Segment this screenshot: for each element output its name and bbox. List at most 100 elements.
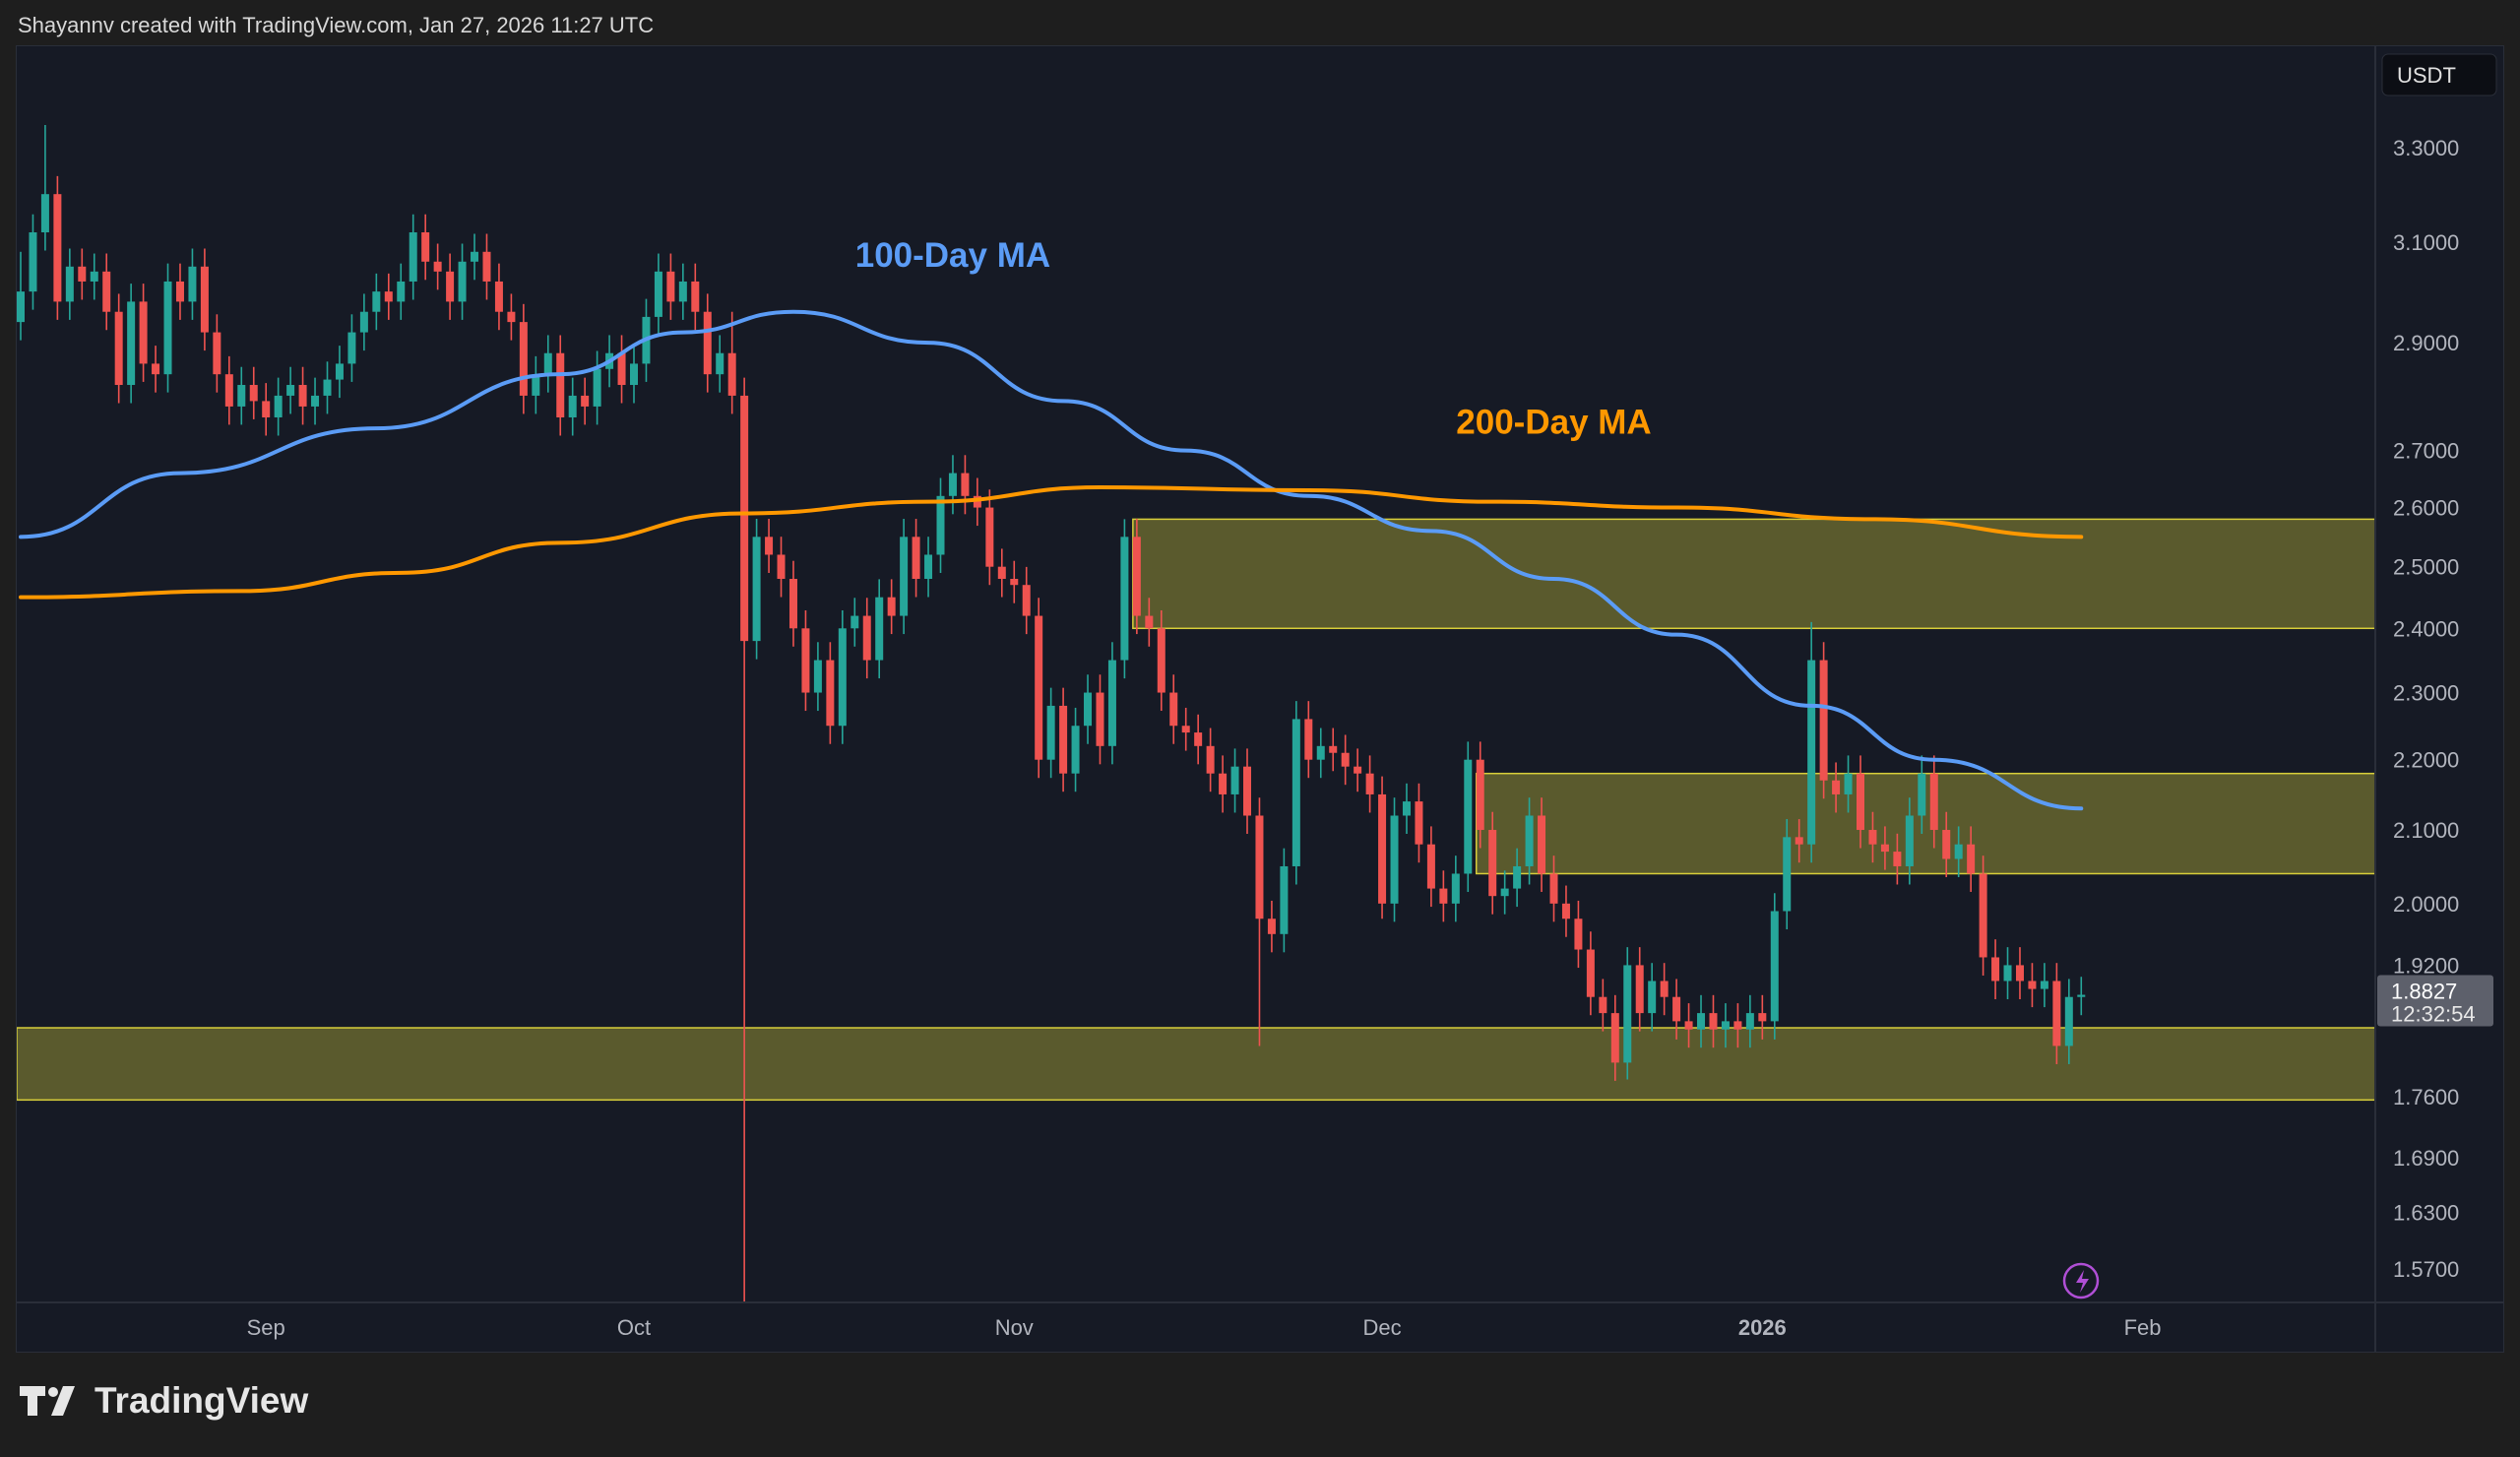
candle-body [2015, 965, 2024, 982]
candle-body [139, 301, 148, 364]
candle [2052, 963, 2061, 1064]
candle [213, 314, 221, 393]
last-price-tag [2377, 975, 2493, 1027]
time-tick-label: Feb [2124, 1315, 2162, 1340]
candle-body [1745, 1013, 1754, 1030]
chart-frame[interactable]: 100-Day MA 200-Day MA 3.3000 3.1000 2.9000 2.… [16, 45, 2504, 1353]
price-tick-label: 2.2000 [2393, 748, 2459, 773]
candle [1267, 900, 1276, 953]
candle [1574, 900, 1583, 969]
currency-button[interactable]: USDT [2381, 53, 2497, 96]
candle-body [543, 352, 552, 375]
candle-body [1979, 873, 1987, 958]
candle [543, 335, 552, 393]
candle [924, 537, 933, 598]
candle [568, 377, 577, 436]
candle [1145, 598, 1154, 647]
candle [1071, 707, 1080, 792]
candle-body [1991, 957, 2000, 982]
lightning-icon[interactable] [2062, 1262, 2100, 1299]
candle [1929, 755, 1938, 849]
candle [1426, 826, 1435, 908]
candle [1219, 755, 1228, 813]
candle [1795, 819, 1803, 863]
plot-area: 100-Day MA 200-Day MA [17, 124, 2375, 1302]
candle [2040, 963, 2048, 1008]
candle-body [40, 194, 49, 233]
candle [1783, 819, 1792, 930]
candle-body [1354, 766, 1362, 774]
candle [1292, 701, 1300, 885]
candle-body [2028, 981, 2037, 989]
candle [90, 253, 98, 300]
candle-body [2052, 981, 2061, 1046]
price-tick-label: 2.7000 [2393, 439, 2459, 464]
candle [703, 293, 712, 393]
candle [1770, 893, 1779, 1040]
candlestick-chart[interactable]: 100-Day MA 200-Day MA 3.3000 3.1000 2.9000 2.… [17, 46, 2503, 1352]
candle-body [1684, 1021, 1693, 1030]
candle-body [716, 352, 724, 375]
candle-body [507, 311, 516, 323]
candle [788, 560, 797, 647]
candle [1538, 797, 1546, 892]
candle-body [1107, 660, 1116, 746]
candle [1660, 963, 1669, 1016]
candle [1402, 783, 1411, 835]
candle [224, 355, 233, 425]
candle-body [1280, 865, 1289, 934]
candle [2003, 947, 2012, 999]
candle [1525, 797, 1534, 885]
candle [691, 263, 700, 331]
candle-body [1219, 773, 1228, 794]
candle [1439, 870, 1448, 922]
candle-body [175, 281, 184, 302]
candle [1758, 994, 1767, 1040]
candle-body [568, 395, 577, 417]
candle-body [1574, 919, 1583, 950]
candle [433, 243, 442, 290]
price-tick-label: 1.5700 [2393, 1257, 2459, 1282]
candle [1354, 748, 1362, 792]
candle [1280, 848, 1289, 953]
candle [2028, 963, 2037, 1008]
candle [102, 253, 111, 331]
candle-body [1329, 745, 1338, 753]
candle-body [985, 507, 994, 567]
candle [1194, 714, 1203, 765]
candle-body [1819, 660, 1828, 781]
candle [17, 251, 25, 341]
candle-body [433, 261, 442, 272]
candle [801, 609, 810, 712]
candle [1942, 811, 1951, 878]
tradingview-logo-icon [20, 1386, 75, 1416]
candle [1623, 947, 1632, 1080]
candle [1648, 963, 1657, 1032]
candle [1084, 674, 1093, 744]
candle-body [1132, 537, 1141, 616]
candle [78, 248, 87, 300]
candle [838, 609, 847, 744]
candle-body [1880, 844, 1889, 853]
candle [384, 273, 393, 320]
candle [887, 579, 896, 635]
candle-body [1586, 949, 1595, 997]
candle [494, 263, 503, 331]
candle [1832, 762, 1841, 813]
candle [1684, 1003, 1693, 1048]
candle [127, 284, 136, 404]
candle [740, 377, 749, 1302]
candle-body [912, 537, 920, 580]
price-tick-label: 2.0000 [2393, 892, 2459, 917]
candle [1868, 811, 1877, 863]
candle-body [1929, 773, 1938, 831]
candle-body [519, 322, 528, 396]
candle [237, 366, 246, 425]
candle-body [249, 385, 258, 402]
candle [1954, 826, 1963, 878]
candle-body [1194, 732, 1203, 746]
candle-body [654, 271, 662, 317]
candle [397, 263, 406, 320]
candle [1255, 797, 1264, 1046]
candle-body [274, 395, 283, 417]
